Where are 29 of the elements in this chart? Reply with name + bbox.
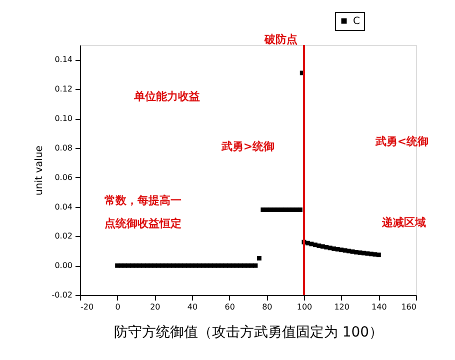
x-tick-label: 140 [372, 302, 387, 312]
y-tick-label: 0.12 [54, 84, 72, 94]
x-tick-label: 100 [296, 302, 312, 312]
annotation: 递减区域 [381, 216, 426, 229]
y-tick-label: 0.08 [54, 143, 72, 152]
annotation: 单位能力收益 [133, 90, 200, 103]
y-tick-label: 0.06 [54, 172, 72, 182]
x-tick-label: 0 [115, 302, 120, 312]
x-tick-label: 60 [224, 302, 235, 312]
y-tick-label: 0.00 [54, 261, 72, 270]
annotation: 武勇>统御 [220, 140, 275, 153]
legend-label: C [353, 16, 360, 27]
annotation: 点统御收益恒定 [104, 217, 182, 230]
y-tick-label: 0.10 [54, 114, 72, 124]
x-tick-label: 80 [262, 302, 272, 312]
y-tick-label: -0.02 [52, 290, 72, 300]
annotation: 破防点 [264, 33, 298, 46]
y-tick-label: 0.14 [54, 55, 72, 64]
x-axis-title: 防守方统御值（攻击方武勇值固定为 100） [114, 324, 384, 340]
y-tick-label: 0.02 [54, 232, 72, 241]
y-axis-title: unit value [34, 146, 45, 196]
annotation: 常数，每提高一 [104, 194, 182, 207]
x-tick-label: 160 [401, 302, 416, 312]
y-tick-label: 0.04 [54, 202, 72, 212]
x-tick-label: 120 [334, 302, 350, 312]
annotation: 武勇<统御 [374, 135, 429, 148]
x-tick-label: 20 [150, 302, 160, 312]
x-tick-label: 40 [187, 302, 198, 312]
x-tick-label: -20 [80, 302, 94, 312]
